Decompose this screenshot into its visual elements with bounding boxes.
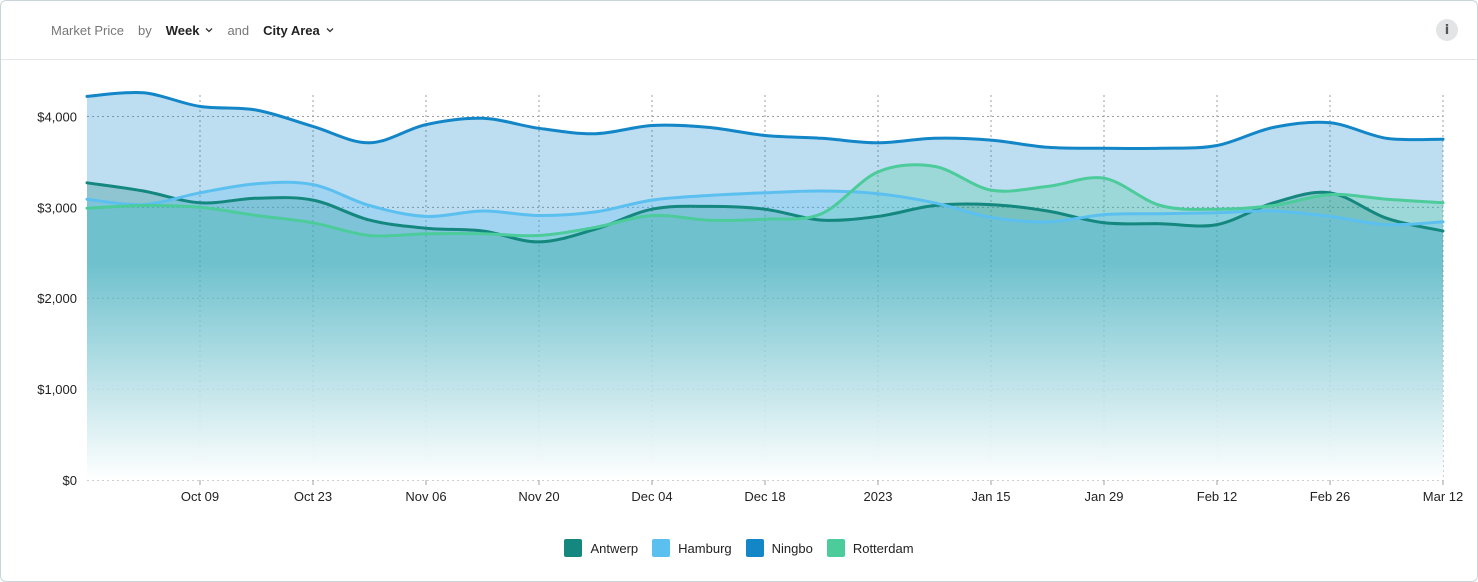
legend-swatch bbox=[652, 539, 671, 557]
x-tick-label: Oct 23 bbox=[294, 489, 332, 504]
legend: Antwerp Hamburg Ningbo Rotterdam bbox=[1, 537, 1477, 559]
legend-item-rotterdam[interactable]: Rotterdam bbox=[826, 539, 914, 557]
x-tick-label: Dec 18 bbox=[744, 489, 785, 504]
group1-value: Week bbox=[165, 22, 200, 38]
series-line-ningbo[interactable] bbox=[85, 90, 1445, 151]
legend-label: Antwerp bbox=[590, 540, 639, 556]
legend-label: Rotterdam bbox=[852, 540, 914, 556]
series-line-hamburg[interactable] bbox=[85, 180, 1445, 227]
x-tick-label: Nov 06 bbox=[405, 489, 446, 504]
x-tick-label: Feb 26 bbox=[1310, 489, 1350, 504]
area-chart: $0 $1,000 $2,000 $3,000 $4,000 Oct 09 Oct 23 No… bbox=[37, 90, 1463, 504]
legend-item-antwerp[interactable]: Antwerp bbox=[564, 539, 638, 557]
by-label: by bbox=[137, 22, 152, 38]
x-tick-label: Jan 15 bbox=[971, 489, 1010, 504]
x-tick-label: Dec 04 bbox=[631, 489, 672, 504]
legend-label: Ningbo bbox=[771, 540, 813, 556]
chevron-down-icon bbox=[205, 28, 213, 33]
series-lines bbox=[85, 90, 1445, 244]
series-line-antwerp[interactable] bbox=[85, 181, 1445, 244]
series-line-rotterdam[interactable] bbox=[85, 163, 1445, 238]
x-tick-label: Mar 12 bbox=[1423, 489, 1463, 504]
x-tick-label: 2023 bbox=[864, 489, 893, 504]
info-icon[interactable]: i bbox=[1436, 19, 1458, 41]
y-tick-label: $4,000 bbox=[37, 109, 77, 124]
legend-item-hamburg[interactable]: Hamburg bbox=[652, 539, 732, 557]
chevron-down-icon bbox=[326, 28, 334, 33]
group2-dropdown[interactable]: City Area bbox=[263, 23, 334, 38]
legend-swatch bbox=[745, 539, 764, 557]
x-tick-label: Jan 29 bbox=[1084, 489, 1123, 504]
axis-labels: $0 $1,000 $2,000 $3,000 $4,000 Oct 09 Oct 23 No… bbox=[37, 109, 1463, 504]
legend-swatch bbox=[564, 539, 583, 557]
y-tick-label: $3,000 bbox=[37, 200, 77, 215]
y-tick-label: $0 bbox=[63, 473, 77, 488]
legend-swatch bbox=[826, 539, 845, 557]
area-fade bbox=[87, 261, 1443, 480]
legend-label: Hamburg bbox=[678, 540, 732, 556]
y-tick-label: $2,000 bbox=[37, 291, 77, 306]
chart-header: Market Price by Week and City Area i bbox=[1, 1, 1477, 60]
legend-item-ningbo[interactable]: Ningbo bbox=[745, 539, 813, 557]
metric-label: Market Price bbox=[51, 22, 124, 38]
and-label: and bbox=[227, 22, 250, 38]
x-tick-label: Oct 09 bbox=[181, 489, 219, 504]
x-tick-label: Nov 20 bbox=[518, 489, 559, 504]
group1-dropdown[interactable]: Week bbox=[166, 23, 214, 38]
group2-value: City Area bbox=[263, 22, 320, 38]
x-tick-label: Feb 12 bbox=[1197, 489, 1237, 504]
y-tick-label: $1,000 bbox=[37, 382, 77, 397]
